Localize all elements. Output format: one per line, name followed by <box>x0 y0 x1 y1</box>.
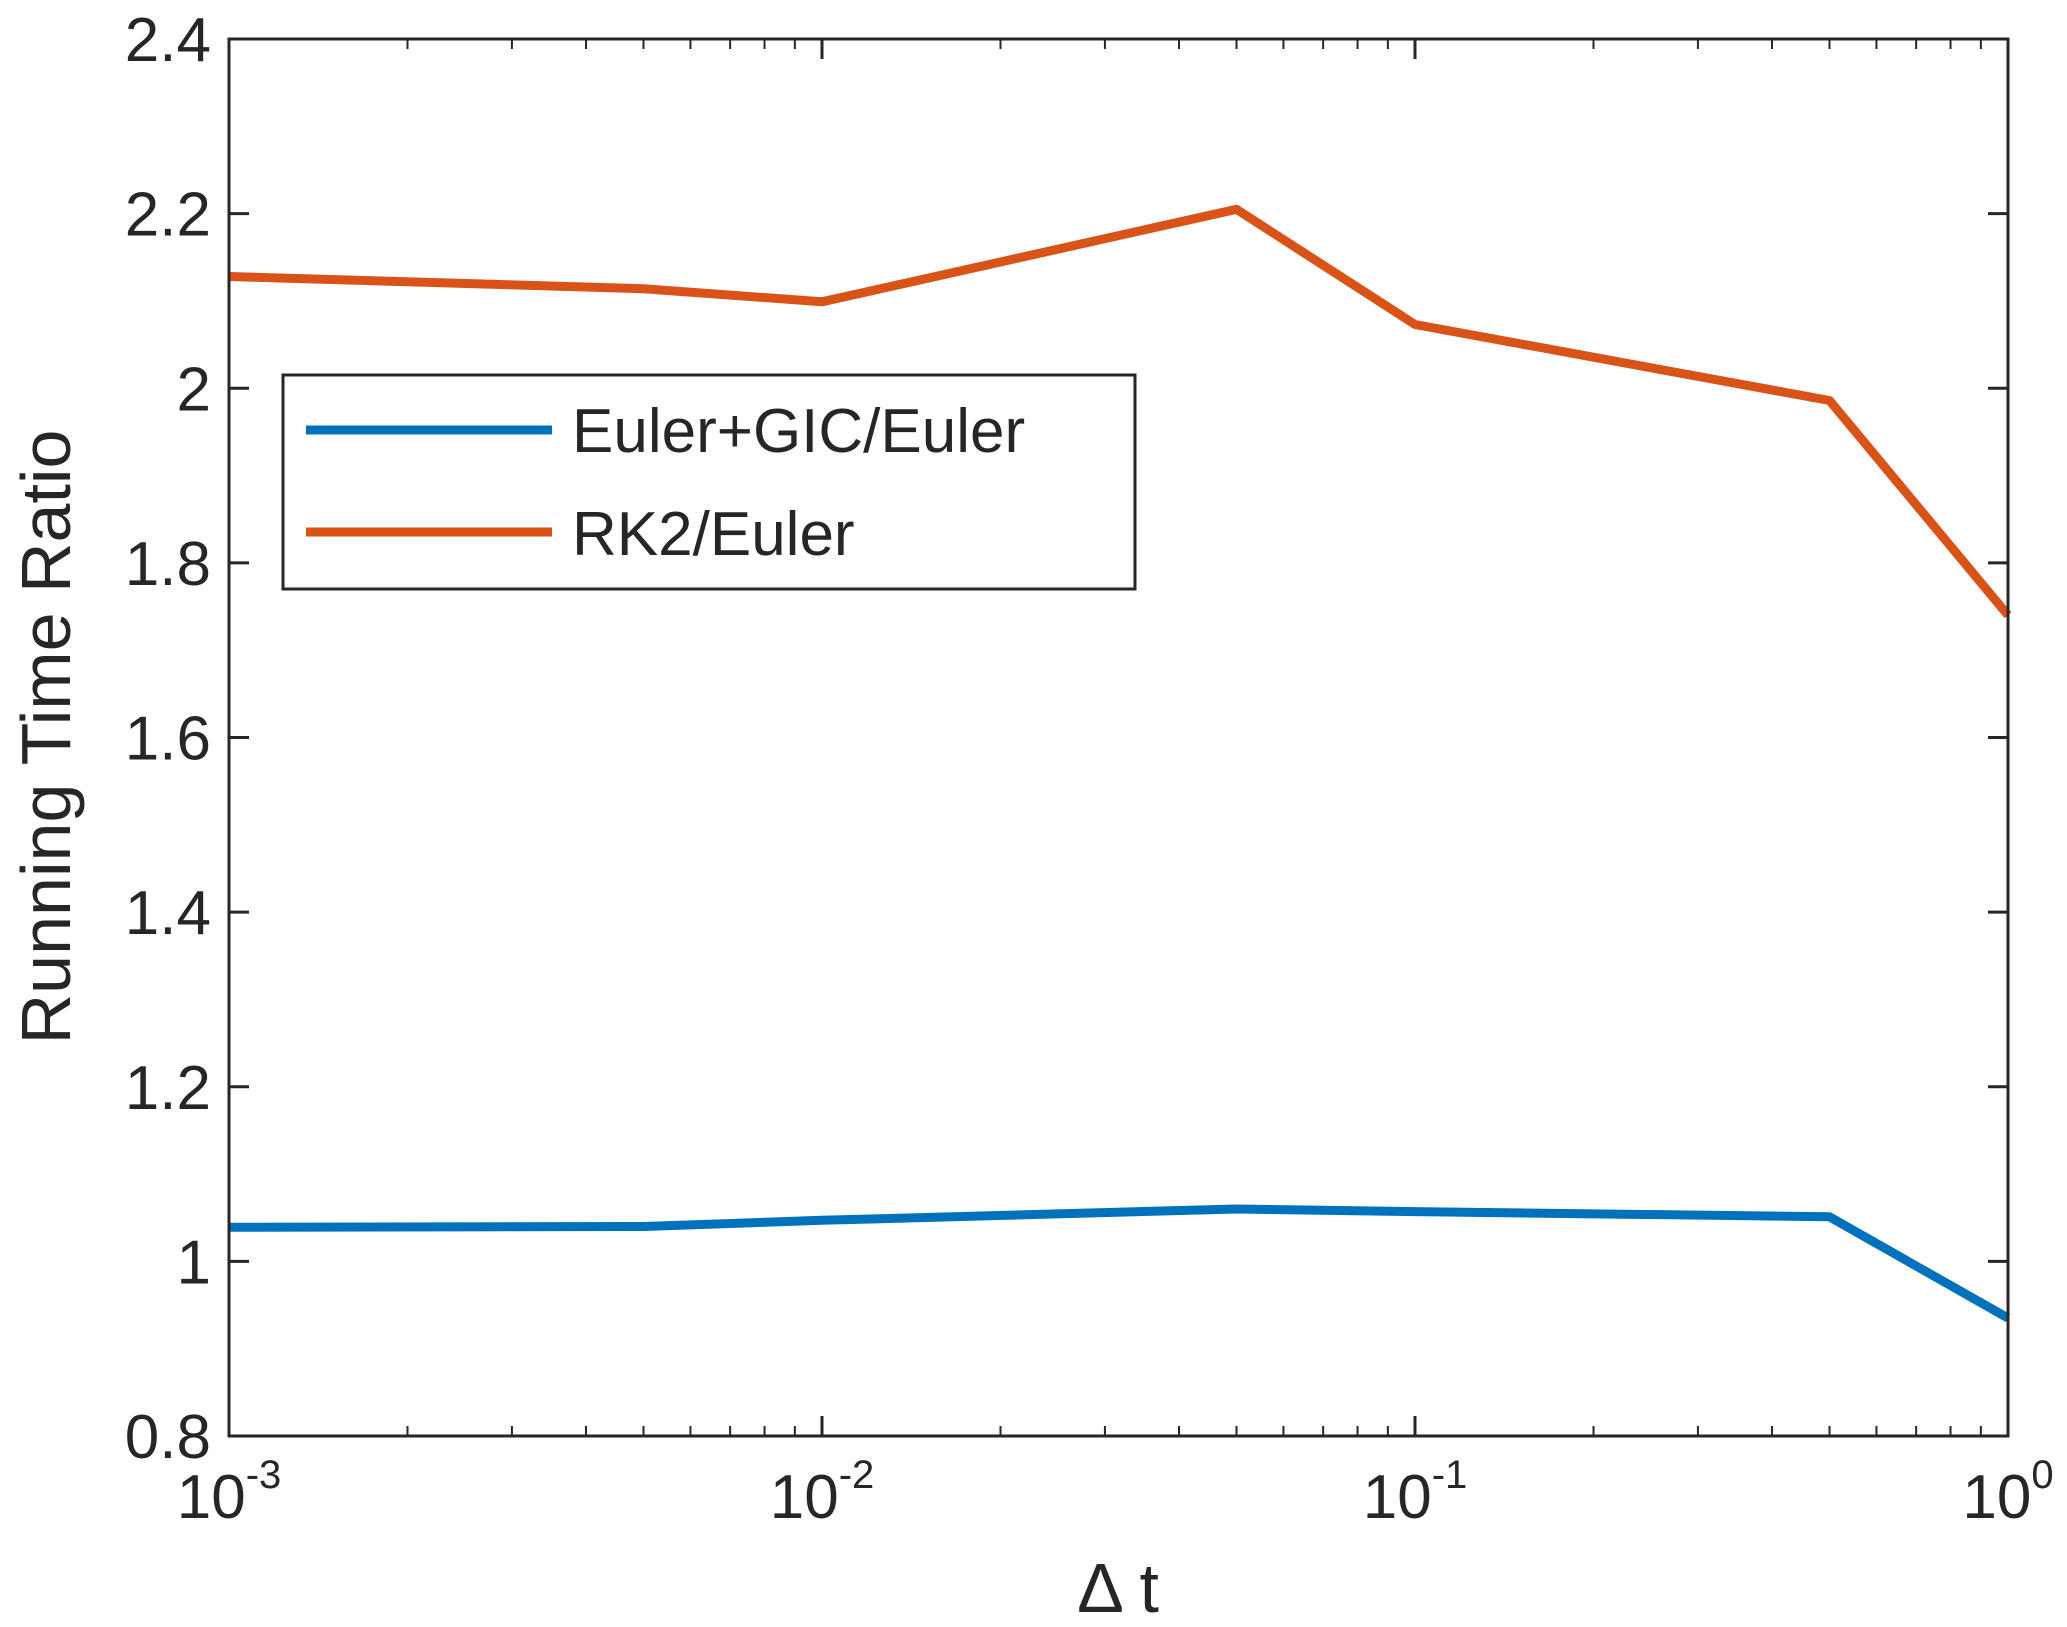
x-tick-exponent: -3 <box>246 1453 282 1497</box>
y-tick-label-4: 1.6 <box>125 705 211 774</box>
x-tick-base: 10 <box>1363 1463 1432 1532</box>
legend-box <box>281 373 1137 591</box>
y-tick-label-1: 1 <box>177 1228 211 1297</box>
x-tick-exponent: 0 <box>2031 1453 2053 1497</box>
x-tick-exponent: -1 <box>1432 1453 1468 1497</box>
x-axis-title: Δ t <box>1077 1549 1159 1627</box>
y-tick-label-5: 1.8 <box>125 530 211 599</box>
y-tick-label-7: 2.2 <box>125 181 211 250</box>
series-layer <box>228 204 2012 1323</box>
tick-labels-layer: 0.811.21.41.61.822.22.410-3 10-2 10-1 100 <box>125 6 2054 1532</box>
x-tick-label-1: 10-2 <box>770 1453 875 1532</box>
plot-area <box>229 39 2008 1436</box>
y-tick-label-3: 1.4 <box>125 879 211 948</box>
y-axis-title: Running Time Ratio <box>7 430 85 1045</box>
x-tick-label-text-0: 10-3 <box>177 1453 282 1532</box>
series-line-0 <box>228 1204 2011 1323</box>
x-tick-exponent: -2 <box>839 1453 875 1497</box>
x-tick-label-2: 10-1 <box>1363 1453 1468 1532</box>
x-tick-label-text-2: 10-1 <box>1363 1453 1468 1532</box>
series-line-1 <box>228 204 2012 619</box>
x-tick-label-3: 100 <box>1962 1453 2053 1532</box>
x-tick-label-text-3: 100 <box>1962 1453 2053 1532</box>
legend-label-rk2: RK2/Euler <box>572 500 855 569</box>
plot-frame <box>227 37 2010 1438</box>
y-tick-label-0: 0.8 <box>125 1403 211 1472</box>
x-tick-base: 10 <box>1962 1463 2031 1532</box>
x-tick-label-text-1: 10-2 <box>770 1453 875 1532</box>
x-tick-base: 10 <box>177 1463 246 1532</box>
x-tick-base: 10 <box>770 1463 839 1532</box>
y-tick-label-6: 2 <box>177 355 211 424</box>
x-tick-label-0: 10-3 <box>177 1453 282 1532</box>
y-tick-label-2: 1.2 <box>125 1054 211 1123</box>
legend: Euler+GIC/Euler RK2/Euler <box>281 373 1137 591</box>
y-tick-label-8: 2.4 <box>125 6 211 75</box>
legend-label-euler-gic: Euler+GIC/Euler <box>572 397 1025 466</box>
